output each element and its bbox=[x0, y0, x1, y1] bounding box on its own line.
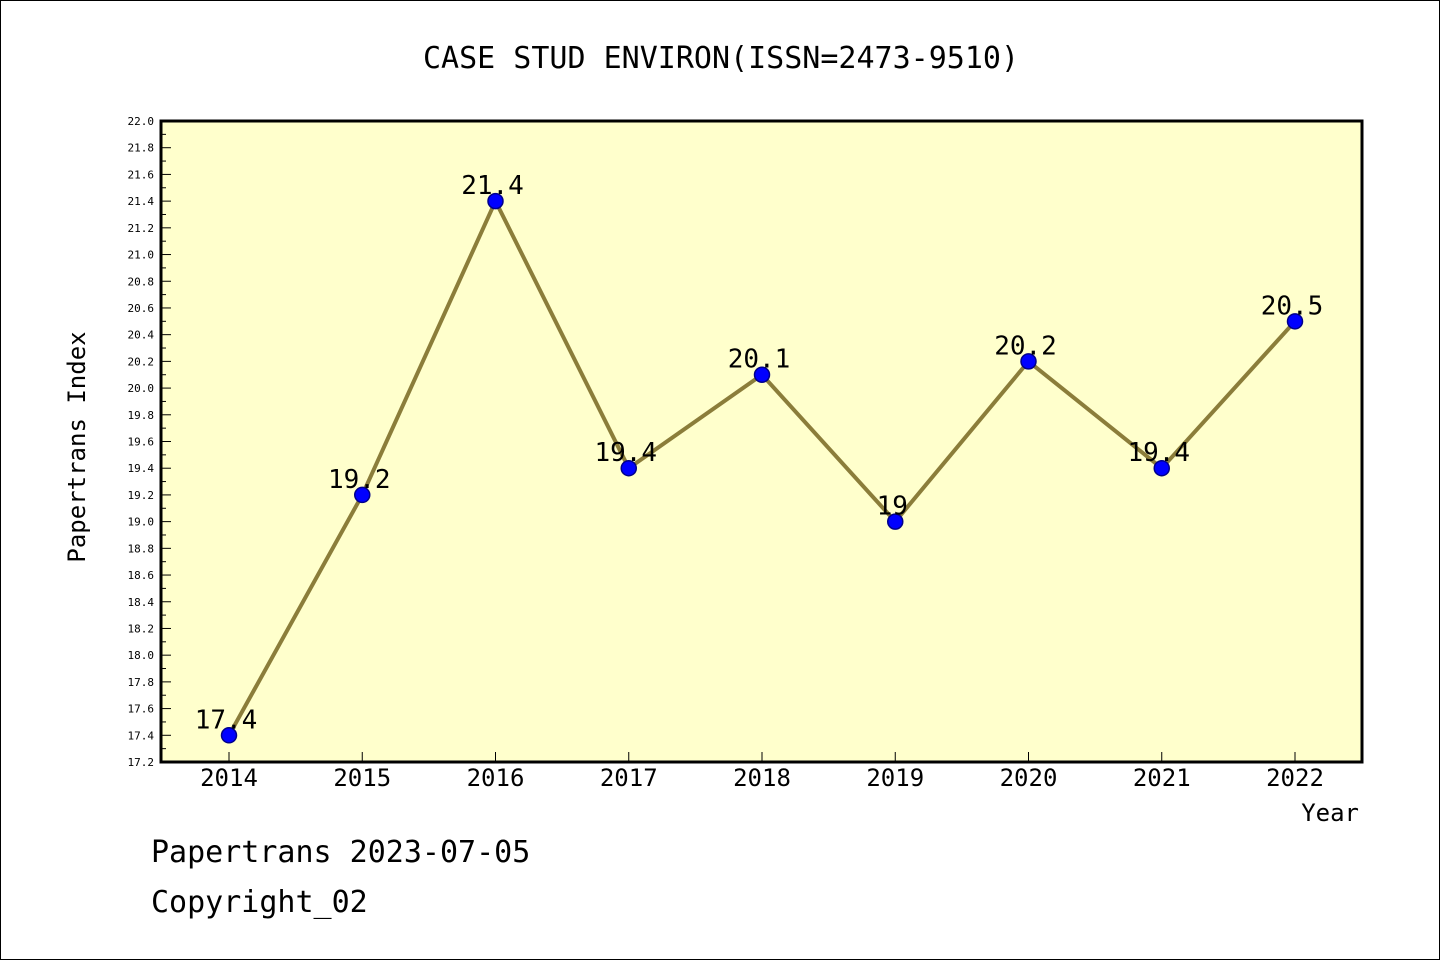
data-point bbox=[1286, 313, 1304, 330]
y-tick-label: 22.0 bbox=[128, 115, 155, 128]
data-label: 17.4 bbox=[195, 705, 258, 735]
y-tick-label: 20.6 bbox=[128, 302, 155, 315]
data-label: 21.4 bbox=[461, 171, 524, 201]
y-tick-label: 20.8 bbox=[128, 275, 155, 288]
y-tick-label: 21.8 bbox=[128, 142, 155, 155]
data-point bbox=[887, 513, 904, 530]
y-tick-label: 19.2 bbox=[128, 489, 155, 502]
x-axis-ticks: 2014 2015 2016 2017 2018 2019 2020 2021 2022 bbox=[200, 752, 1324, 792]
data-label: 20.1 bbox=[728, 345, 791, 375]
chart-title: CASE STUD ENVIRON(ISSN=2473-9510) bbox=[423, 41, 1019, 76]
data-point bbox=[1153, 459, 1170, 477]
y-tick-label: 20.0 bbox=[128, 382, 155, 395]
y-tick-label: 21.2 bbox=[128, 222, 155, 235]
footer-copyright: Copyright_02 bbox=[151, 885, 368, 920]
y-tick-label: 18.8 bbox=[128, 542, 155, 555]
x-tick-label: 2021 bbox=[1133, 764, 1191, 792]
y-tick-label: 18.0 bbox=[128, 649, 155, 662]
x-tick-label: 2020 bbox=[1000, 764, 1058, 792]
x-tick-label: 2022 bbox=[1266, 764, 1324, 792]
y-tick-label: 19.0 bbox=[128, 516, 155, 529]
x-tick-label: 2018 bbox=[733, 764, 791, 792]
y-tick-label: 17.4 bbox=[128, 729, 155, 742]
data-label: 19.4 bbox=[1127, 438, 1190, 468]
y-tick-label: 18.4 bbox=[128, 596, 155, 609]
data-point bbox=[487, 192, 504, 210]
data-point bbox=[354, 486, 371, 504]
data-label: 20.2 bbox=[994, 331, 1057, 361]
y-tick-label: 19.8 bbox=[128, 409, 155, 422]
y-tick-label: 17.6 bbox=[128, 703, 155, 716]
y-tick-label: 21.0 bbox=[128, 249, 155, 262]
data-point bbox=[1020, 353, 1037, 370]
data-point bbox=[620, 459, 637, 477]
y-tick-label: 17.8 bbox=[128, 676, 155, 689]
y-tick-label: 20.2 bbox=[128, 355, 155, 368]
y-tick-label: 18.6 bbox=[128, 569, 155, 582]
data-markers bbox=[220, 192, 1304, 744]
data-label: 19.2 bbox=[328, 465, 391, 495]
data-point bbox=[220, 727, 238, 744]
y-tick-label: 20.4 bbox=[128, 329, 155, 342]
y-tick-label: 21.6 bbox=[128, 168, 155, 181]
y-tick-label: 17.2 bbox=[128, 756, 155, 769]
x-axis-label: Year bbox=[1301, 799, 1359, 827]
data-label: 20.5 bbox=[1261, 291, 1324, 321]
y-tick-label: 19.4 bbox=[128, 462, 155, 475]
x-tick-label: 2016 bbox=[467, 764, 525, 792]
y-tick-label: 18.2 bbox=[128, 622, 155, 635]
x-tick-label: 2015 bbox=[333, 764, 391, 792]
y-tick-label: 19.6 bbox=[128, 436, 155, 449]
plot-area bbox=[159, 119, 1364, 764]
x-tick-label: 2019 bbox=[866, 764, 924, 792]
data-label: 19.4 bbox=[594, 438, 657, 468]
y-tick-label: 21.4 bbox=[128, 195, 155, 208]
y-axis-ticks: 17.2 17.4 17.6 17.8 18.0 18.2 18.4 18.6 18.8 19.0… bbox=[128, 115, 171, 769]
footer-date: Papertrans 2023-07-05 bbox=[151, 835, 531, 870]
data-point bbox=[753, 366, 771, 383]
x-tick-label: 2014 bbox=[200, 764, 258, 792]
data-labels: 17.4 19.2 21.4 19.4 20.1 19 20.2 19.4 20.5 bbox=[195, 171, 1324, 735]
y-axis-label: Papertrans Index bbox=[63, 331, 91, 562]
x-tick-label: 2017 bbox=[600, 764, 658, 792]
data-label: 19 bbox=[877, 492, 908, 522]
